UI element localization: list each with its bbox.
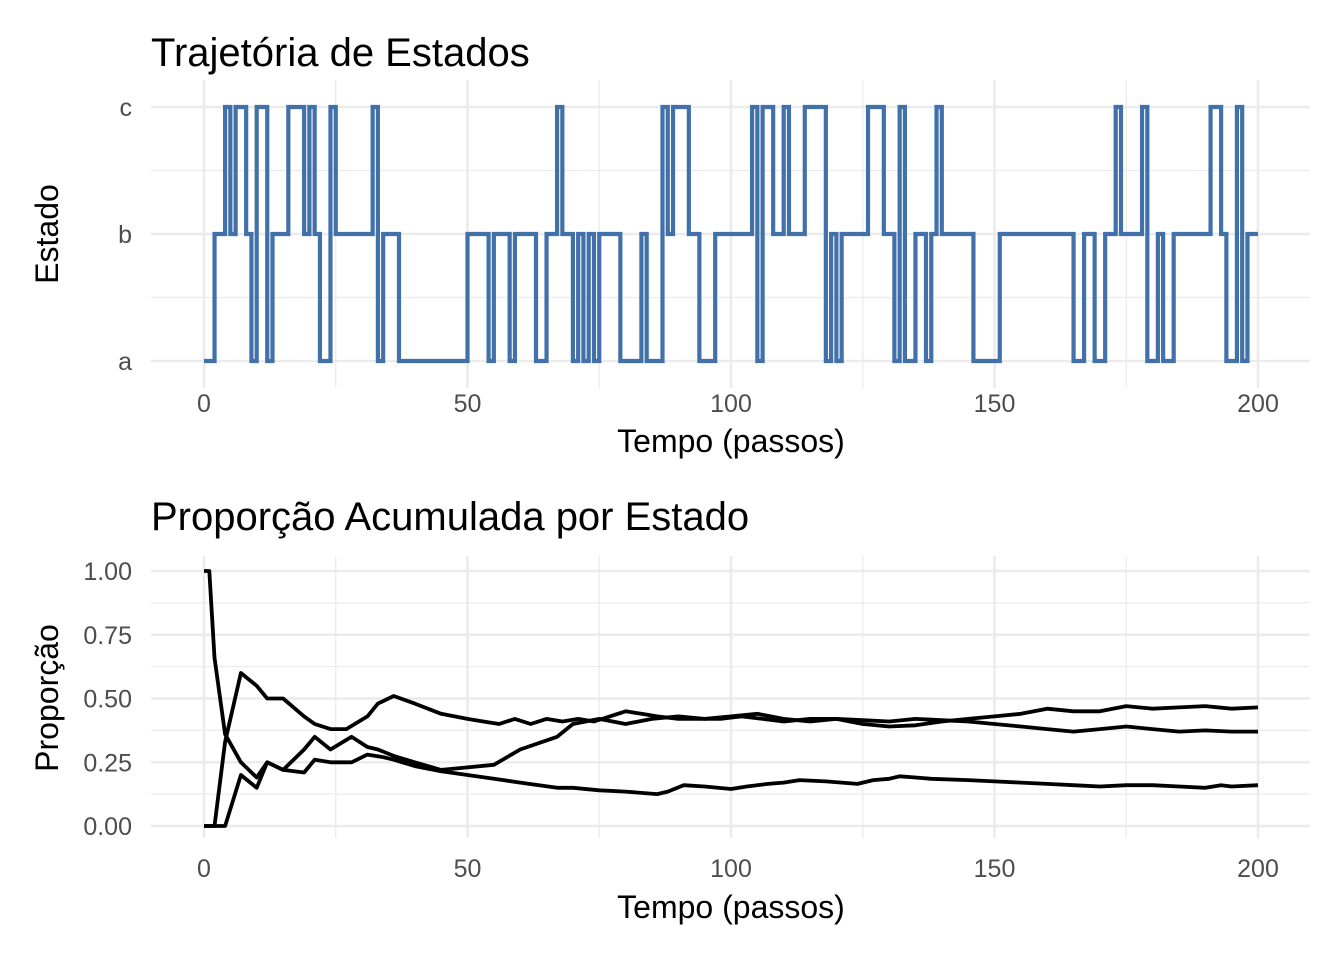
x-tick-label: 100: [710, 855, 752, 883]
x-tick-label: 100: [710, 390, 752, 418]
y-tick-label: 0.50: [83, 686, 132, 714]
x-tick-label: 0: [197, 390, 211, 418]
proportion-line-1: [204, 569, 1259, 796]
y-tick-label: c: [120, 94, 133, 122]
y-axis-title: Estado: [29, 184, 65, 284]
x-tick-label: 150: [974, 390, 1016, 418]
x-axis-title: Tempo (passos): [617, 423, 845, 459]
state-trajectory-panel: Trajetória de Estados 0 50 100 150 200 a b c Te…: [29, 31, 1310, 459]
plot-area: [204, 569, 1259, 828]
panel-title: Proporção Acumulada por Estado: [151, 495, 749, 539]
y-tick-label: 0.00: [83, 813, 132, 841]
panel-title: Trajetória de Estados: [151, 31, 530, 75]
x-tick-label: 50: [454, 855, 482, 883]
x-axis-title: Tempo (passos): [617, 889, 845, 925]
tick-labels: 0 50 100 150 200 a b c: [118, 94, 1279, 418]
x-tick-label: 50: [454, 390, 482, 418]
y-tick-label: b: [118, 221, 132, 249]
x-tick-label: 200: [1237, 855, 1279, 883]
state-step-line: [204, 104, 1258, 364]
y-tick-label: a: [118, 348, 132, 376]
proportion-line-2: [204, 711, 1258, 828]
y-tick-label: 1.00: [83, 558, 132, 586]
x-tick-label: 0: [197, 855, 211, 883]
y-tick-label: 0.25: [83, 749, 132, 777]
y-axis-title: Proporção: [29, 624, 65, 772]
x-tick-label: 150: [974, 855, 1016, 883]
y-tick-label: 0.75: [83, 622, 132, 650]
x-tick-label: 200: [1237, 390, 1279, 418]
proportion-line-3: [204, 671, 1259, 828]
grid: [151, 556, 1310, 838]
cumulative-proportion-panel: Proporção Acumulada por Estado 0 50 100 150…: [29, 495, 1310, 925]
plot-area: [204, 104, 1258, 364]
tick-labels: 0 50 100 150 200 0.00 0.25 0.50 0.75 1.00: [83, 558, 1279, 883]
